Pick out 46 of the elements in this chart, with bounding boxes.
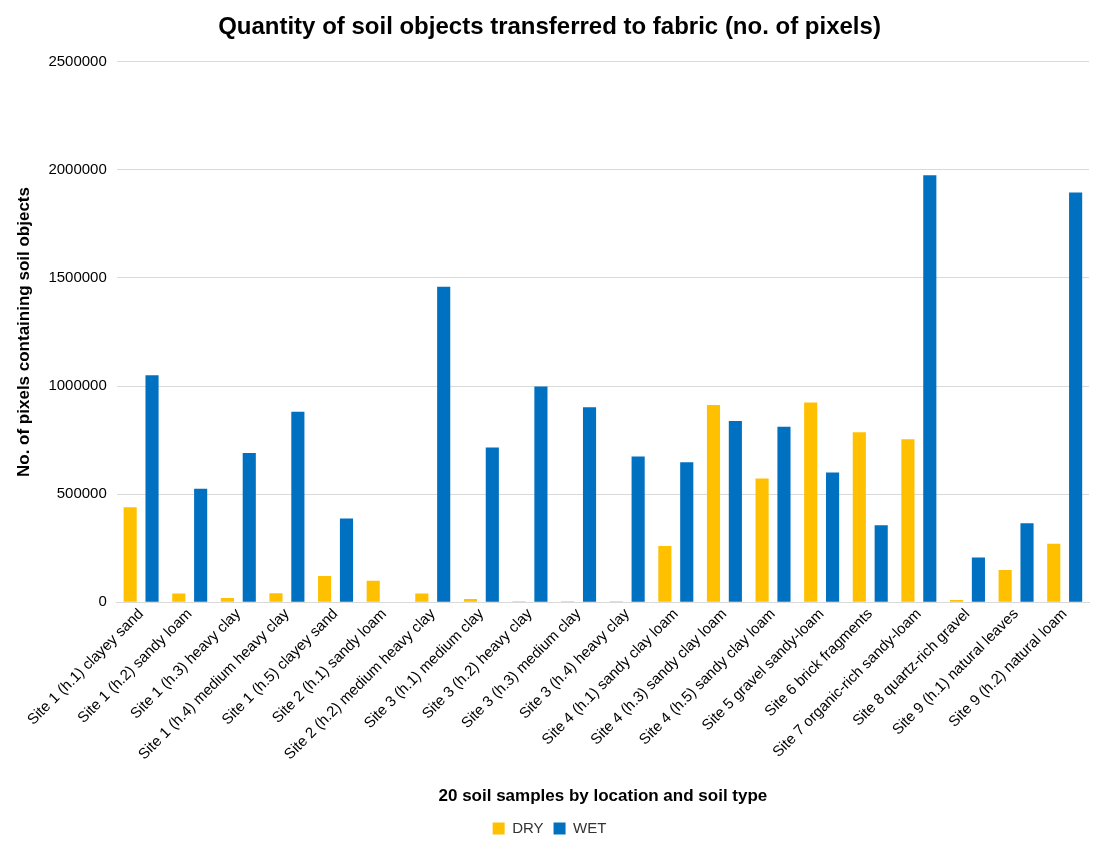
bar	[437, 286, 451, 602]
bar	[269, 593, 283, 602]
bar	[220, 597, 234, 602]
bar	[463, 599, 477, 602]
bar	[172, 593, 186, 602]
bar	[123, 507, 137, 602]
bar	[366, 580, 380, 602]
bar	[1020, 523, 1034, 602]
y-tick-label: 1000000	[48, 376, 107, 394]
legend-label: DRY	[512, 818, 544, 836]
y-tick-label: 2000000	[48, 160, 107, 178]
bar	[318, 575, 332, 602]
y-axis-title: No. of pixels containing soil objects	[13, 187, 33, 478]
bar	[1069, 192, 1083, 602]
y-tick-label: 500000	[56, 484, 107, 502]
bar	[826, 472, 840, 602]
bar	[582, 407, 597, 602]
bar	[242, 453, 256, 602]
bar	[874, 525, 888, 602]
bar	[777, 426, 791, 602]
bar	[998, 570, 1012, 602]
bar	[534, 386, 548, 602]
bar	[680, 462, 694, 602]
bar	[706, 404, 721, 602]
bar	[755, 478, 769, 602]
bar	[923, 175, 937, 602]
legend-label: WET	[573, 818, 607, 836]
y-tick-label: 0	[98, 592, 107, 610]
bar	[145, 375, 159, 602]
bar	[852, 432, 866, 602]
bar	[728, 420, 742, 602]
bar	[194, 488, 208, 602]
chart-title: Quantity of soil objects transferred to fabric (no. of pixels)	[218, 12, 881, 40]
y-tick-label: 2500000	[48, 51, 107, 69]
bar	[291, 411, 305, 602]
bar	[971, 557, 985, 602]
x-axis-title: 20 soil samples by location and soil type	[438, 786, 768, 806]
bar	[658, 546, 672, 602]
bar	[804, 402, 818, 602]
bar	[415, 593, 429, 602]
bar	[1047, 543, 1061, 602]
bar	[901, 439, 915, 602]
y-tick-label: 1500000	[48, 268, 107, 286]
bar	[631, 456, 645, 602]
bar	[339, 518, 354, 602]
bar	[485, 447, 499, 602]
